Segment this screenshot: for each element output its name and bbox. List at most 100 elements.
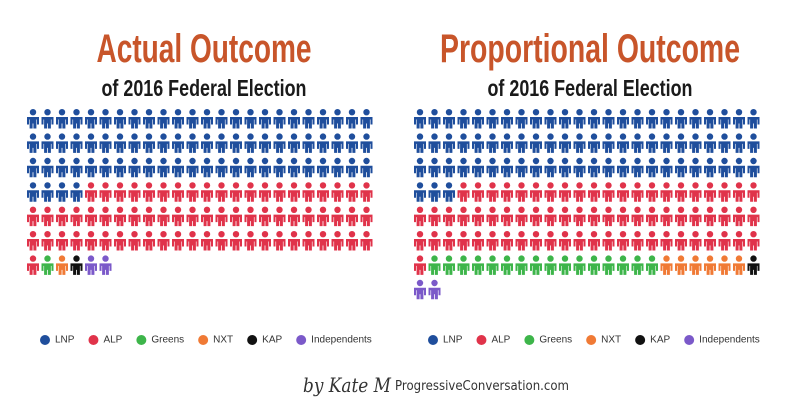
seat-icon bbox=[515, 157, 528, 178]
legend-label: KAP bbox=[650, 335, 670, 346]
seat-icon bbox=[331, 108, 344, 129]
seat-icon bbox=[70, 206, 83, 227]
seat-icon bbox=[646, 108, 658, 129]
seat-icon bbox=[346, 206, 358, 227]
seat-icon bbox=[457, 109, 470, 129]
seat-icon bbox=[747, 255, 760, 275]
seat-icon bbox=[486, 157, 499, 178]
seat-icon bbox=[689, 108, 702, 129]
seat-icon bbox=[259, 133, 271, 153]
legend-swatch bbox=[247, 335, 258, 345]
seat-icon bbox=[428, 157, 441, 178]
seat-icon bbox=[428, 255, 441, 275]
seat-icon bbox=[331, 133, 344, 153]
legend-swatch bbox=[296, 335, 307, 345]
seat-icon bbox=[443, 182, 455, 202]
seat-icon bbox=[414, 206, 426, 227]
seat-icon bbox=[99, 206, 112, 227]
seat-icon bbox=[41, 206, 54, 227]
seat-icon bbox=[56, 206, 68, 227]
seat-icon bbox=[200, 157, 213, 178]
seat-icon bbox=[288, 108, 300, 129]
seat-icon bbox=[559, 108, 571, 129]
seat-icon bbox=[501, 182, 513, 202]
seat-icon bbox=[41, 157, 54, 178]
seat-icon bbox=[200, 182, 213, 202]
seat-icon bbox=[457, 133, 470, 153]
seat-icon bbox=[588, 255, 600, 275]
seat-icon bbox=[41, 255, 54, 275]
seat-icon bbox=[288, 230, 300, 251]
seat-icon bbox=[515, 255, 528, 275]
seat-icon bbox=[346, 230, 358, 251]
signature: by Kate M bbox=[303, 373, 391, 397]
seat-icon bbox=[229, 182, 242, 202]
seat-icon bbox=[273, 157, 286, 178]
seat-icon bbox=[114, 157, 126, 178]
seat-icon bbox=[718, 206, 731, 227]
seat-icon bbox=[157, 133, 170, 153]
seat-icon bbox=[229, 231, 242, 251]
seat-icon bbox=[259, 206, 271, 227]
seat-icon bbox=[617, 255, 629, 275]
seat-icon bbox=[704, 133, 716, 153]
seat-icon bbox=[414, 133, 426, 153]
seat-icon bbox=[360, 157, 373, 178]
seat-icon bbox=[215, 157, 228, 178]
seat-icon bbox=[530, 133, 542, 153]
seat-icon bbox=[718, 255, 731, 275]
seat-icon bbox=[660, 108, 673, 129]
seat-icon bbox=[142, 206, 155, 227]
seat-icon bbox=[346, 108, 358, 129]
seat-icon bbox=[443, 255, 455, 275]
chart-subtitle: of 2016 Federal Election bbox=[102, 75, 307, 101]
seat-icon bbox=[588, 108, 600, 129]
seat-icon bbox=[360, 230, 373, 251]
seat-icon bbox=[472, 231, 484, 251]
seat-icon bbox=[27, 109, 39, 129]
seat-icon bbox=[331, 230, 344, 251]
seat-icon bbox=[27, 206, 39, 227]
seat-icon bbox=[544, 157, 557, 178]
seat-icon bbox=[244, 133, 257, 153]
seat-icon bbox=[443, 109, 455, 129]
seat-icon bbox=[200, 231, 213, 251]
seat-icon bbox=[85, 108, 97, 129]
legend-swatch bbox=[635, 335, 646, 345]
seat-icon bbox=[675, 230, 687, 251]
legend-label: ALP bbox=[491, 335, 510, 346]
legend-swatch bbox=[88, 335, 99, 345]
seat-icon bbox=[747, 230, 760, 251]
seat-icon bbox=[501, 206, 513, 227]
seat-icon bbox=[617, 133, 629, 153]
seat-icon bbox=[70, 108, 83, 129]
seat-icon bbox=[747, 108, 760, 129]
seat-icon bbox=[617, 230, 629, 251]
chart-subtitle: of 2016 Federal Election bbox=[488, 75, 693, 101]
legend-label: Greens bbox=[539, 335, 572, 346]
seat-icon bbox=[515, 230, 528, 251]
seat-icon bbox=[142, 182, 155, 202]
seat-icon bbox=[244, 206, 257, 227]
seat-icon bbox=[486, 133, 499, 153]
seat-icon bbox=[617, 108, 629, 129]
seat-icon bbox=[501, 109, 513, 129]
seat-icon bbox=[646, 133, 658, 153]
seat-icon bbox=[70, 230, 83, 251]
seat-icon bbox=[259, 182, 271, 202]
seat-icon bbox=[573, 255, 586, 275]
seat-icon bbox=[544, 230, 557, 251]
seat-icon bbox=[288, 206, 300, 227]
chart-title: Actual Outcome bbox=[97, 27, 312, 71]
seat-icon bbox=[27, 231, 39, 251]
seat-icon bbox=[157, 231, 170, 251]
seat-icon bbox=[259, 230, 271, 251]
seat-icon bbox=[186, 109, 199, 129]
seat-icon bbox=[631, 108, 644, 129]
seat-icon bbox=[128, 231, 141, 251]
seat-icon bbox=[317, 230, 329, 251]
seat-icon bbox=[747, 182, 760, 202]
legend-swatch bbox=[524, 335, 535, 345]
seat-icon bbox=[288, 133, 300, 153]
seat-icon bbox=[472, 109, 484, 129]
